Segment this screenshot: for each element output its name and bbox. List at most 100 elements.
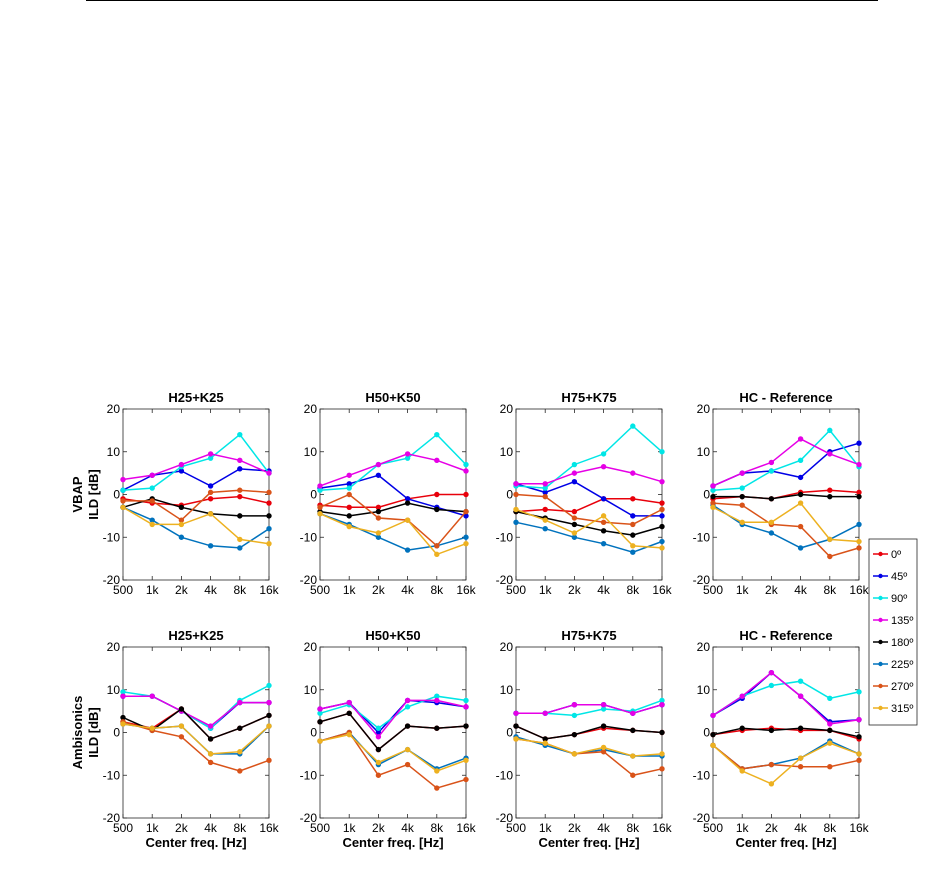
data-point bbox=[149, 693, 155, 699]
y-tick-label: 10 bbox=[697, 445, 711, 459]
data-point bbox=[434, 431, 440, 438]
legend-label: 45º bbox=[891, 571, 907, 583]
data-point bbox=[856, 440, 862, 446]
x-tick-label: 16k bbox=[259, 821, 279, 835]
x-tick-label: 8k bbox=[233, 583, 247, 597]
data-point bbox=[434, 693, 440, 699]
series-line-6 bbox=[122, 721, 270, 772]
data-point bbox=[434, 491, 440, 498]
data-point bbox=[797, 474, 804, 481]
y-tick-label: 0 bbox=[310, 488, 317, 502]
data-point bbox=[600, 749, 607, 755]
data-point bbox=[600, 528, 607, 534]
x-tick-label: 4k bbox=[597, 821, 611, 835]
legend-label: 135º bbox=[891, 615, 913, 627]
data-point bbox=[463, 461, 469, 468]
series-line-7 bbox=[712, 742, 860, 785]
x-tick-label: 2k bbox=[568, 583, 582, 597]
y-tick-label: -20 bbox=[496, 573, 514, 587]
data-point bbox=[630, 470, 636, 476]
y-tick-label: 20 bbox=[500, 640, 514, 654]
legend-swatch-marker bbox=[878, 595, 883, 601]
data-point bbox=[463, 723, 469, 729]
series-line-3 bbox=[122, 453, 270, 481]
x-tick-label: 2k bbox=[765, 821, 779, 835]
y-tick-label: -20 bbox=[103, 573, 121, 587]
y-tick-label: 0 bbox=[113, 726, 120, 740]
series-line-2 bbox=[712, 429, 860, 491]
row-y-label-line: ILD [dB] bbox=[86, 469, 101, 520]
data-point bbox=[797, 491, 804, 498]
data-point bbox=[542, 485, 548, 491]
data-point bbox=[739, 470, 745, 476]
data-point bbox=[178, 734, 185, 740]
top-rule bbox=[86, 0, 878, 1]
x-tick-label: 8k bbox=[233, 821, 247, 835]
data-point bbox=[827, 451, 833, 457]
y-tick-label: -20 bbox=[693, 811, 711, 825]
panel-title: H25+K25 bbox=[168, 390, 223, 405]
data-point bbox=[207, 543, 214, 549]
data-point bbox=[317, 483, 323, 489]
x-tick-label: 4k bbox=[597, 583, 611, 597]
x-tick-label: 1k bbox=[146, 583, 160, 597]
x-tick-label: 1k bbox=[539, 821, 553, 835]
data-point bbox=[513, 491, 519, 498]
data-point bbox=[600, 723, 607, 729]
data-point bbox=[630, 423, 636, 429]
series-line-7 bbox=[712, 502, 860, 543]
data-point bbox=[856, 521, 862, 528]
x-tick-label: 16k bbox=[259, 583, 279, 597]
data-point bbox=[797, 678, 804, 684]
data-point bbox=[237, 487, 243, 493]
panel-title: HC - Reference bbox=[739, 390, 832, 405]
data-point bbox=[317, 487, 323, 493]
y-tick-label: -10 bbox=[103, 530, 121, 544]
data-point bbox=[827, 727, 833, 734]
data-point bbox=[571, 470, 578, 476]
data-point bbox=[434, 543, 440, 549]
data-point bbox=[317, 738, 323, 744]
data-point bbox=[404, 547, 411, 553]
x-tick-label: 1k bbox=[343, 583, 357, 597]
row-y-label-line: Ambisonics bbox=[70, 696, 85, 770]
x-tick-label: 4k bbox=[204, 821, 218, 835]
data-point bbox=[463, 534, 469, 540]
data-point bbox=[768, 781, 775, 787]
y-tick-label: 10 bbox=[304, 683, 318, 697]
data-point bbox=[375, 759, 382, 766]
series-line-5 bbox=[319, 512, 467, 551]
data-point bbox=[237, 513, 243, 519]
data-point bbox=[630, 521, 636, 528]
series-line-4 bbox=[515, 510, 663, 536]
data-point bbox=[797, 755, 804, 761]
data-point bbox=[346, 523, 352, 530]
x-tick-label: 1k bbox=[343, 821, 357, 835]
series-line-3 bbox=[123, 695, 269, 727]
data-point bbox=[630, 772, 636, 778]
data-point bbox=[827, 487, 833, 493]
data-point bbox=[120, 721, 126, 727]
legend-swatch-marker bbox=[878, 661, 883, 667]
data-point bbox=[827, 493, 833, 500]
series-line-3 bbox=[712, 438, 860, 487]
data-point bbox=[710, 493, 716, 500]
legend-swatch-marker bbox=[878, 617, 883, 623]
data-point bbox=[571, 461, 578, 468]
series-line-6 bbox=[319, 493, 467, 547]
data-point bbox=[542, 526, 548, 532]
x-axis-label: Center freq. [Hz] bbox=[538, 835, 639, 850]
data-point bbox=[237, 466, 243, 472]
data-point bbox=[404, 496, 411, 502]
data-point bbox=[571, 702, 578, 708]
data-point bbox=[149, 498, 155, 504]
data-point bbox=[375, 534, 382, 540]
series-line-3 bbox=[319, 453, 467, 487]
legend-label: 0º bbox=[891, 549, 901, 561]
x-tick-label: 1k bbox=[736, 821, 750, 835]
data-point bbox=[827, 721, 833, 727]
data-point bbox=[542, 710, 548, 716]
